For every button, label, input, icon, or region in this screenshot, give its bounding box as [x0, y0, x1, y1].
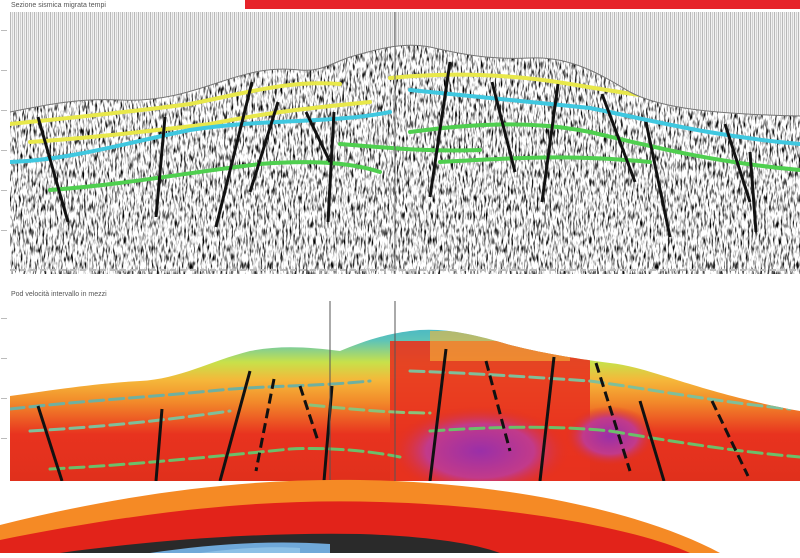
- seismic-panel-title: Sezione sismica migrata tempi: [11, 2, 106, 9]
- velocity-axis-ticks: [0, 308, 8, 478]
- velocity-model-image: [10, 301, 800, 481]
- decorative-footer-curves: [0, 470, 800, 553]
- velocity-panel-title: Pod velocità intervallo in mezzi: [11, 291, 107, 298]
- brand-accent-bar: [245, 0, 800, 9]
- seismic-section-image: [10, 12, 800, 274]
- seismic-axis-ticks: [0, 20, 8, 270]
